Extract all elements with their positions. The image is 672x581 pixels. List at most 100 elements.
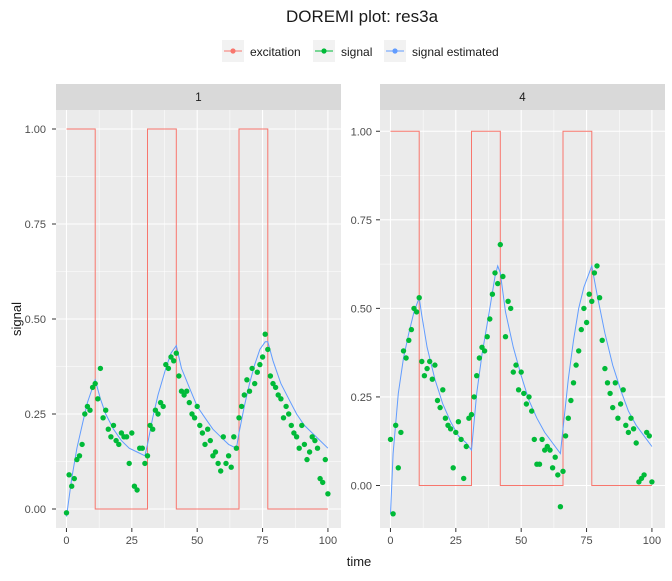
signal-point (461, 475, 467, 482)
signal-point (450, 465, 456, 471)
signal-point (547, 447, 553, 453)
signal-point (231, 434, 237, 440)
signal-point (453, 429, 459, 436)
signal-point (581, 305, 587, 312)
signal-point (118, 430, 125, 436)
signal-point (74, 456, 80, 463)
signal-point (301, 441, 308, 448)
signal-point (583, 319, 590, 326)
signal-point (602, 365, 608, 372)
signal-point (615, 415, 621, 421)
signal-point (513, 362, 519, 368)
signal-point (416, 295, 422, 301)
signal-point (299, 422, 305, 429)
panel-4: 4 0 25 50 75 100 0.00 0.25 0.50 0.75 1.00 (351, 84, 665, 547)
facet-strip-label: 1 (195, 92, 201, 104)
signal-point (599, 337, 605, 343)
signal-point (270, 380, 276, 387)
x-tick-label: 50 (515, 535, 527, 547)
x-tick-label: 25 (450, 535, 462, 547)
x-tick-label: 75 (580, 535, 592, 547)
signal-point (322, 456, 328, 463)
signal-point (406, 337, 412, 343)
signal-point (625, 429, 632, 436)
y-tick-label: 0.75 (25, 219, 46, 231)
signal-point (408, 326, 415, 333)
signal-point (515, 387, 522, 393)
signal-point (288, 422, 294, 429)
signal-point (617, 401, 624, 407)
signal-point (244, 377, 250, 383)
signal-point (189, 411, 195, 417)
signal-point (181, 392, 187, 398)
signal-point (320, 479, 326, 486)
signal-point (434, 397, 441, 404)
signal-point (620, 387, 626, 393)
y-tick-label: 0.50 (351, 303, 372, 315)
signal-point (160, 403, 166, 410)
signal-point (84, 403, 91, 410)
signal-point (560, 468, 566, 474)
y-tick-label: 1.00 (351, 126, 372, 138)
panel-1: 1 0 25 50 75 100 0.00 0.25 0.50 0.75 1.00 (25, 84, 341, 547)
signal-point (500, 273, 506, 280)
y-tick-label: 1.00 (25, 124, 46, 136)
signal-point (218, 468, 224, 474)
signal-point (628, 415, 634, 421)
signal-point (228, 464, 234, 470)
x-tick-label: 50 (191, 535, 203, 547)
signal-point (147, 422, 153, 429)
signal-point (432, 362, 438, 368)
signal-point (646, 433, 652, 439)
signal-point (306, 449, 313, 455)
signal-point (291, 430, 297, 436)
x-tick-label: 75 (256, 535, 268, 547)
signal-point (552, 454, 558, 460)
signal-point (312, 437, 318, 444)
facet-strip (380, 84, 665, 110)
signal-point (283, 403, 289, 410)
signal-point (596, 295, 603, 301)
signal-point (191, 415, 198, 421)
signal-point (100, 415, 106, 421)
signal-point (471, 394, 477, 400)
signal-point (440, 387, 446, 393)
signal-point (144, 453, 151, 459)
signal-point (257, 361, 263, 368)
y-tick-label: 0.25 (25, 409, 46, 421)
signal-point (539, 436, 545, 443)
signal-point (176, 373, 182, 379)
signal-point (199, 430, 206, 436)
x-axis-title: time (347, 554, 372, 569)
signal-point (157, 399, 164, 406)
signal-point (63, 510, 70, 516)
signal-point (92, 380, 98, 387)
signal-point (82, 411, 88, 417)
signal-point (568, 397, 574, 404)
signal-point (210, 453, 216, 459)
signal-point (589, 298, 595, 304)
signal-point (549, 465, 556, 471)
signal-point (395, 465, 401, 471)
signal-point (278, 396, 284, 402)
signal-point (142, 460, 148, 467)
signal-point (531, 436, 537, 443)
signal-point (487, 316, 493, 322)
signal-point (562, 433, 569, 439)
signal-point (296, 445, 302, 451)
signal-point (116, 441, 122, 448)
signal-point (591, 270, 598, 276)
signal-point (325, 491, 331, 497)
signal-point (576, 348, 582, 354)
signal-point (225, 453, 232, 459)
signal-point (309, 434, 315, 440)
signal-point (497, 241, 503, 248)
signal-point (105, 426, 112, 432)
signal-point (205, 426, 211, 432)
signal-point (630, 426, 637, 432)
signal-point (455, 419, 462, 425)
signal-point (265, 346, 271, 353)
signal-point (424, 365, 430, 372)
signal-point (233, 445, 240, 451)
signal-point (108, 434, 114, 440)
